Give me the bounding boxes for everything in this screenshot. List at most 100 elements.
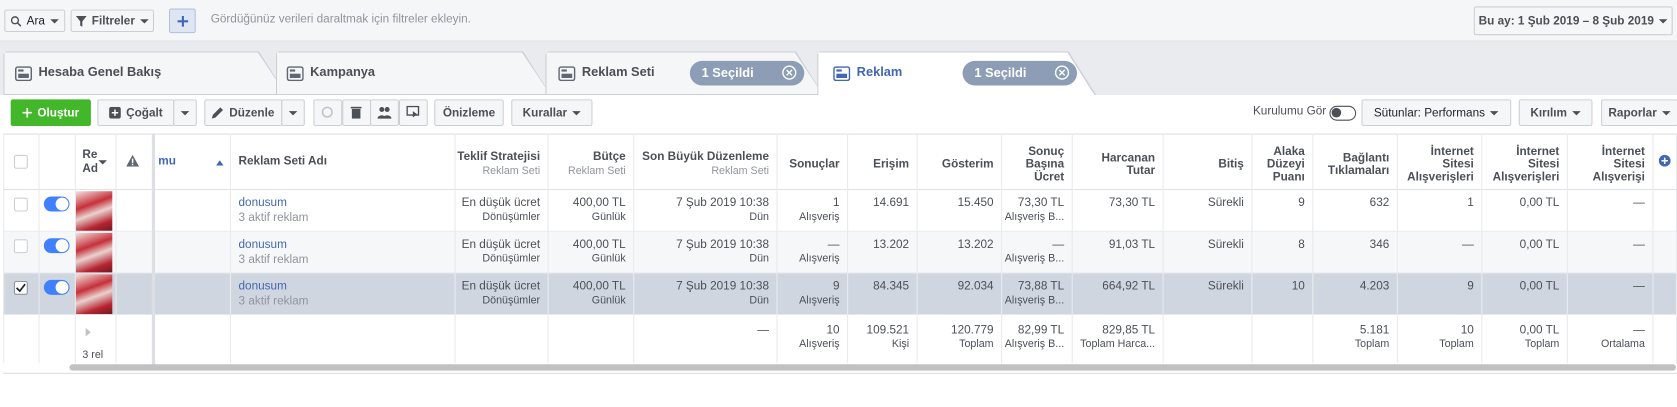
delivery-toggle[interactable] [43, 196, 70, 212]
column-header[interactable]: Teklif Stratejisi Reklam Seti [455, 140, 540, 188]
table-cell: En düşük ücret Dönüşümler [455, 237, 540, 269]
delivery-toggle[interactable] [43, 279, 70, 295]
ad-thumbnail[interactable] [75, 191, 113, 231]
horizontal-scrollbar[interactable] [69, 364, 1676, 371]
cell-value: — [1633, 279, 1645, 293]
table-row[interactable] [3, 231, 1677, 274]
cell-sub: Dönüşümler [482, 211, 541, 224]
toggle-knob [55, 239, 69, 253]
frozen-divider [151, 133, 156, 370]
search-icon [10, 15, 22, 27]
column-header[interactable]: Bütçe Reklam Seti [548, 140, 626, 188]
cell-value: 4.203 [1359, 279, 1390, 293]
expand-totals-icon [85, 327, 91, 337]
table-cell: 0,00 TL [1481, 279, 1560, 311]
column-header[interactable]: İnternet Sitesi Alışverişi [1567, 140, 1645, 188]
cell-value: 73,88 TL [1017, 279, 1065, 293]
table-cell: En düşük ücret Dönüşümler [455, 195, 541, 227]
select-all-checkbox[interactable] [13, 154, 28, 169]
date-range-button[interactable]: Bu ay: 1 Şub 2019 – 8 Şub 2019 [1473, 6, 1673, 36]
edit-menu-button[interactable] [281, 99, 305, 127]
totals-label: 3 rel [82, 349, 104, 362]
reports-button[interactable]: Raporlar [1601, 99, 1677, 127]
column-header[interactable]: Sonuç Başına Ücret [1001, 140, 1065, 188]
view-setup-toggle[interactable] [1329, 105, 1357, 121]
columns-button[interactable]: Sütunlar: Performans [1361, 99, 1512, 127]
column-header[interactable]: Gösterim [917, 140, 994, 188]
delete-button[interactable] [341, 99, 371, 127]
ad-thumbnail[interactable] [75, 274, 113, 315]
ab-test-button[interactable] [370, 99, 399, 127]
cell-value: 7 Şub 2019 10:38 [676, 196, 769, 210]
table-cell: 13.202 [847, 237, 909, 269]
add-filter-button[interactable] [168, 8, 196, 34]
refresh-button[interactable] [313, 99, 343, 127]
cell-sub: Toplam Harca... [1080, 338, 1156, 351]
table-row[interactable] [3, 190, 1677, 232]
cell-value: 13.202 [957, 238, 994, 252]
cell-sub: Alışveriş [799, 253, 840, 265]
duplicate-menu-button[interactable] [173, 99, 197, 127]
row-checkbox[interactable] [13, 239, 28, 254]
sort-caret [98, 160, 107, 165]
table-cell: 73,30 TL [1072, 195, 1155, 227]
tab[interactable] [3, 51, 286, 95]
column-header[interactable]: İnternet Sitesi Alışverişleri [1397, 140, 1474, 188]
duplicate-button[interactable]: Çoğalt [97, 99, 175, 127]
row-checkbox[interactable] [13, 280, 28, 295]
column-header[interactable]: Alaka Düzeyi Puanı [1251, 140, 1305, 188]
table-cell: 664,92 TL [1072, 279, 1155, 311]
cell-value: 73,30 TL [1017, 196, 1065, 210]
cell-value: 7 Şub 2019 10:38 [676, 279, 769, 293]
table-cell: — [1567, 195, 1645, 227]
preview-button[interactable]: Önizleme [434, 99, 504, 127]
ad-set-name[interactable]: donusum [238, 238, 287, 252]
ad-set-name[interactable]: donusum [238, 196, 287, 210]
export-button[interactable] [398, 99, 428, 127]
clear-selection-icon [1054, 65, 1070, 80]
rules-button[interactable]: Kurallar [511, 99, 593, 127]
ad-thumbnail[interactable] [75, 232, 113, 273]
cell-value: 10 [826, 323, 840, 337]
tab-icon [286, 66, 304, 82]
tab-label: Reklam [856, 64, 903, 80]
cell-value: — [1052, 238, 1065, 252]
row-checkbox[interactable] [13, 197, 28, 212]
column-header-label: İnternet Sitesi Alışverişleri [1492, 144, 1560, 184]
table-row[interactable] [3, 273, 1677, 316]
table-cell: 14.691 [847, 195, 909, 227]
column-header[interactable]: Harcanan Tutar [1072, 140, 1155, 188]
column-header[interactable]: Son Büyük Düzenleme Reklam Seti [633, 140, 769, 188]
ab-test-icon [377, 107, 392, 119]
edit-label: Düzenle [229, 106, 275, 120]
column-header[interactable]: Bitiş [1163, 140, 1244, 188]
column-header[interactable]: Erişim [847, 140, 909, 188]
selection-badge[interactable]: 1 Seçildi [962, 60, 1078, 86]
delivery-toggle[interactable] [43, 238, 70, 254]
create-button[interactable]: Oluştur [10, 99, 91, 127]
breakdown-label: Kırılım [1530, 106, 1567, 120]
column-header[interactable]: Bağlantı Tıklamaları [1312, 140, 1389, 188]
name-header: Reklam Seti Adı [238, 154, 327, 168]
cell-sub: Kişi [891, 338, 910, 351]
cell-value: — [1462, 238, 1474, 252]
selection-badge[interactable]: 1 Seçildi [689, 60, 805, 86]
search-button[interactable]: Ara [4, 9, 66, 33]
filters-button[interactable]: Filtreler [70, 9, 155, 33]
breakdown-button[interactable]: Kırılım [1518, 99, 1593, 127]
table-cell: 109.521 Kişi [847, 323, 910, 355]
cell-value: 91,03 TL [1108, 238, 1156, 252]
table-cell: 9 [1251, 195, 1305, 227]
cell-sub: Dün [749, 253, 769, 265]
ad-set-name[interactable]: donusum [238, 279, 287, 293]
cell-value: 0,00 TL [1519, 196, 1560, 210]
column-header[interactable]: İnternet Sitesi Alışverişleri [1481, 140, 1560, 188]
table-cell: 10 Toplam [1397, 323, 1473, 355]
tab[interactable] [276, 51, 551, 95]
cell-value: 9 [1467, 279, 1474, 293]
edit-button[interactable]: Düzenle [204, 99, 283, 127]
column-header[interactable]: Sonuçlar [776, 140, 839, 188]
filter-hint: Gördüğünüz verileri daraltmak için filtr… [210, 12, 471, 26]
create-plus-icon [22, 107, 33, 118]
filter-icon [75, 15, 87, 27]
